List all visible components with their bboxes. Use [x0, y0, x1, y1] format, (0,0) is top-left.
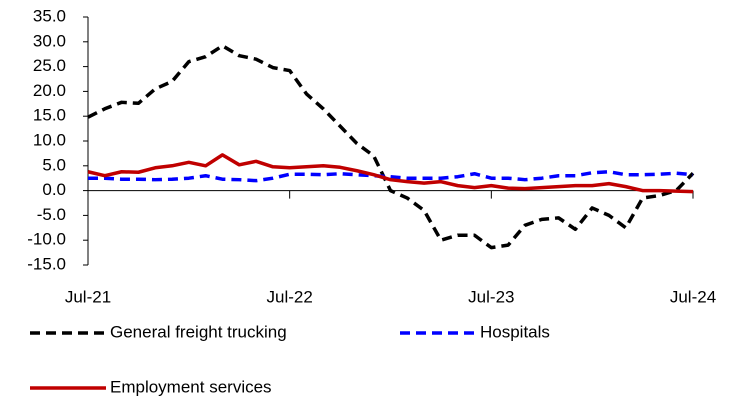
x-tick-label: Jul-22: [267, 287, 313, 306]
y-tick-label: 25.0: [33, 56, 66, 75]
legend-label: General freight trucking: [110, 322, 287, 341]
y-tick-label: 5.0: [42, 155, 66, 174]
series-line: [87, 44, 695, 250]
y-tick-label: 30.0: [33, 31, 66, 50]
y-tick-label: 10.0: [33, 130, 66, 149]
y-tick-label: -10.0: [27, 230, 66, 249]
y-tick-label: -5.0: [37, 205, 66, 224]
y-tick-label: 0.0: [42, 180, 66, 199]
y-tick-label: 20.0: [33, 81, 66, 100]
y-tick-label: -15.0: [27, 254, 66, 273]
x-tick-label: Jul-23: [468, 287, 514, 306]
x-tick-label: Jul-24: [670, 287, 716, 306]
series-line: [88, 170, 694, 183]
legend-label: Employment services: [110, 377, 272, 396]
series-line: [87, 153, 694, 194]
legend-label: Hospitals: [480, 322, 550, 341]
y-tick-label: 35.0: [33, 6, 66, 25]
y-tick-label: 15.0: [33, 106, 66, 125]
x-tick-label: Jul-21: [65, 287, 111, 306]
